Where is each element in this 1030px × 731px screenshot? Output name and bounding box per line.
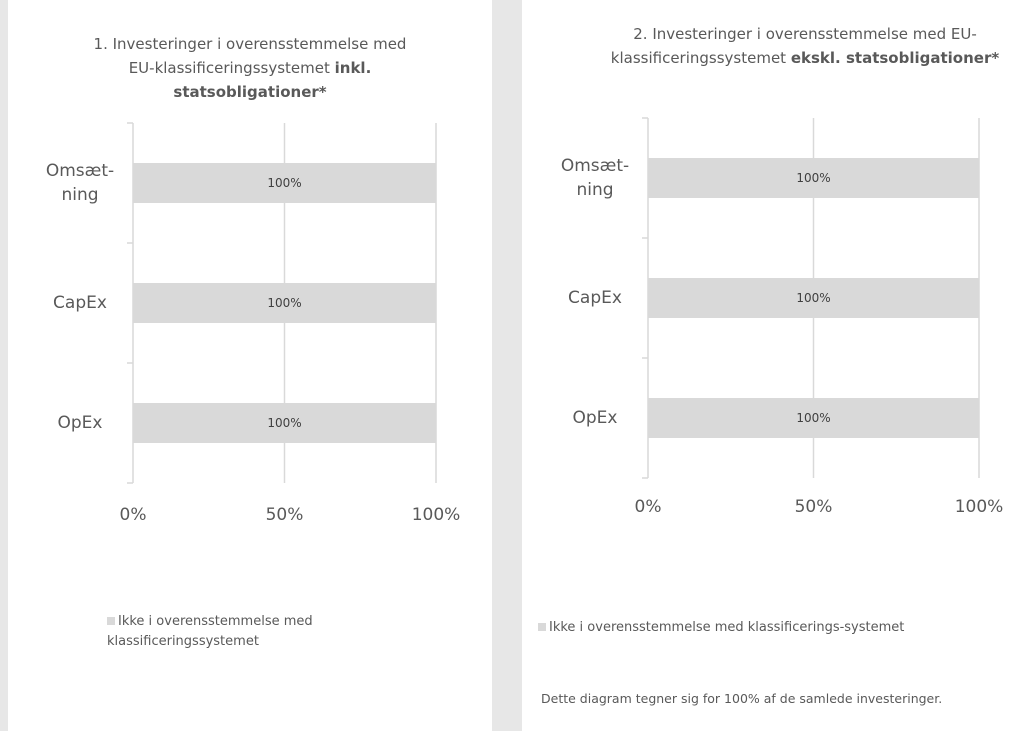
category-label: OpEx: [572, 408, 618, 428]
value-label: 100%: [796, 171, 830, 185]
bar: [133, 403, 436, 443]
x-tick-label: 50%: [265, 505, 304, 525]
legend-item: Ikke i overensstemmelse med klassificeri…: [538, 618, 1018, 638]
bar: [648, 398, 979, 438]
legend-item: Ikke i overensstemmelse med klassificeri…: [107, 612, 367, 652]
bar: [648, 158, 979, 198]
title-text: 1. Investeringer i overensstemmelse med …: [93, 35, 407, 77]
value-label: 100%: [267, 416, 301, 430]
value-label: 100%: [796, 411, 830, 425]
chart-title: 1. Investeringer i overensstemmelse med …: [90, 32, 410, 104]
category-label: Omsæt-ning: [560, 156, 630, 200]
bar: [133, 163, 436, 203]
value-label: 100%: [267, 296, 301, 310]
value-label: 100%: [267, 176, 301, 190]
x-tick-label: 0%: [119, 505, 147, 525]
x-tick-label: 50%: [794, 497, 833, 517]
bar: [133, 283, 436, 323]
x-tick-label: 100%: [954, 497, 1004, 517]
x-tick-label: 100%: [411, 505, 461, 525]
bar: [648, 278, 979, 318]
panel: [8, 0, 492, 731]
category-label: CapEx: [53, 293, 107, 313]
category-label: OpEx: [57, 413, 103, 433]
title-emphasis: ekskl. statsobligationer*: [790, 49, 1000, 67]
value-label: 100%: [796, 291, 830, 305]
legend-swatch: [107, 617, 115, 625]
x-tick-label: 0%: [634, 497, 662, 517]
note: Dette diagram tegner sig for 100% af de …: [541, 691, 943, 706]
legend-swatch: [538, 623, 546, 631]
panel: [522, 0, 1030, 731]
legend-label: Ikke i overensstemmelse med klassificeri…: [107, 614, 313, 649]
category-label: CapEx: [568, 288, 622, 308]
title-text: 2. Investeringer i overensstemmelse med …: [610, 25, 977, 67]
legend-label: Ikke i overensstemmelse med klassificeri…: [549, 620, 905, 635]
category-label: Omsæt-ning: [45, 161, 115, 205]
title-emphasis: inkl. statsobligationer*: [173, 59, 372, 101]
chart-title: 2. Investeringer i overensstemmelse med …: [610, 22, 1000, 70]
